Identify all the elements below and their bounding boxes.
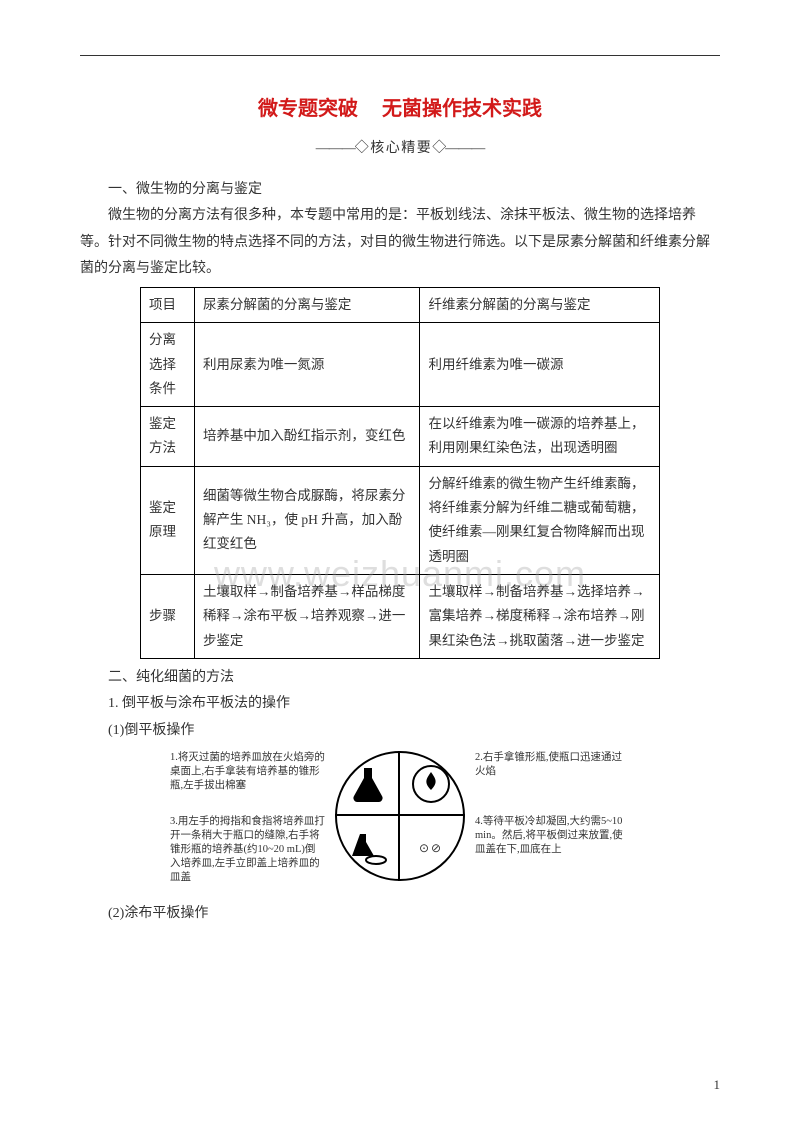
- figure-caption-4: 4.等待平板冷却凝固,大约需5~10 min。然后,将平板倒过来放置,使皿盖在下…: [475, 815, 630, 858]
- intro-paragraph: 微生物的分离方法有很多种，本专题中常用的是：平板划线法、涂抹平板法、微生物的选择…: [80, 203, 720, 283]
- point-1: 1. 倒平板与涂布平板法的操作: [80, 691, 720, 718]
- cell: 土壤取样→制备培养基→样品梯度稀释→涂布平板→培养观察→进一步鉴定: [194, 574, 420, 658]
- cell: 细菌等微生物合成脲酶，将尿素分解产生 NH₃，使 pH 升高，加入酚红变红色: [194, 466, 420, 574]
- table-row: 鉴定方法 培养基中加入酚红指示剂，变红色 在以纤维素为唯一碳源的培养基上，利用刚…: [141, 407, 660, 467]
- row-label: 分离选择条件: [141, 323, 195, 407]
- comparison-table: 项目 尿素分解菌的分离与鉴定 纤维素分解菌的分离与鉴定 分离选择条件 利用尿素为…: [140, 287, 660, 659]
- table-row: 鉴定原理 细菌等微生物合成脲酶，将尿素分解产生 NH₃，使 pH 升高，加入酚红…: [141, 466, 660, 574]
- cell: 利用纤维素为唯一碳源: [420, 323, 660, 407]
- pour-icon: [337, 817, 399, 879]
- section-heading-1: 一、微生物的分离与鉴定: [80, 177, 720, 204]
- cell: 利用尿素为唯一氮源: [194, 323, 420, 407]
- table-row: 分离选择条件 利用尿素为唯一氮源 利用纤维素为唯一碳源: [141, 323, 660, 407]
- title-right: 无菌操作技术实践: [382, 98, 542, 120]
- figure-caption-1: 1.将灭过菌的培养皿放在火焰旁的桌面上,右手拿装有培养基的锥形瓶,左手拔出棉塞: [170, 751, 325, 794]
- subpoint-2: (2)涂布平板操作: [80, 901, 720, 928]
- figure-caption-2: 2.右手拿锥形瓶,使瓶口迅速通过火焰: [475, 751, 630, 779]
- procedure-figure: 1.将灭过菌的培养皿放在火焰旁的桌面上,右手拿装有培养基的锥形瓶,左手拔出棉塞 …: [170, 751, 630, 891]
- title-left: 微专题突破: [258, 98, 358, 120]
- dish-icon: ⊙⊘: [400, 817, 462, 879]
- subpoint-1: (1)倒平板操作: [80, 718, 720, 745]
- figure-caption-3: 3.用左手的拇指和食指将培养皿打开一条稍大于瓶口的缝隙,右手将锥形瓶的培养基(约…: [170, 815, 325, 886]
- row-label: 鉴定方法: [141, 407, 195, 467]
- row-label: 步骤: [141, 574, 195, 658]
- header-cell: 纤维素分解菌的分离与鉴定: [420, 287, 660, 322]
- table-row: 步骤 土壤取样→制备培养基→样品梯度稀释→涂布平板→培养观察→进一步鉴定 土壤取…: [141, 574, 660, 658]
- header-cell: 尿素分解菌的分离与鉴定: [194, 287, 420, 322]
- cell: 分解纤维素的微生物产生纤维素酶，将纤维素分解为纤维二糖或葡萄糖，使纤维素—刚果红…: [420, 466, 660, 574]
- cell: 培养基中加入酚红指示剂，变红色: [194, 407, 420, 467]
- subtitle-line: ———◇ 核 心 精 要 ◇———: [80, 136, 720, 163]
- header-cell: 项目: [141, 287, 195, 322]
- row-label: 鉴定原理: [141, 466, 195, 574]
- table-header-row: 项目 尿素分解菌的分离与鉴定 纤维素分解菌的分离与鉴定: [141, 287, 660, 322]
- cell: 土壤取样→制备培养基→选择培养→富集培养→梯度稀释→涂布培养→刚果红染色法→挑取…: [420, 574, 660, 658]
- section-heading-2: 二、纯化细菌的方法: [80, 665, 720, 692]
- main-title: 微专题突破 无菌操作技术实践: [80, 90, 720, 128]
- flame-icon: [400, 753, 462, 815]
- flask-icon: [337, 753, 399, 815]
- page-number: 1: [714, 1073, 721, 1098]
- cell: 在以纤维素为唯一碳源的培养基上，利用刚果红染色法，出现透明圈: [420, 407, 660, 467]
